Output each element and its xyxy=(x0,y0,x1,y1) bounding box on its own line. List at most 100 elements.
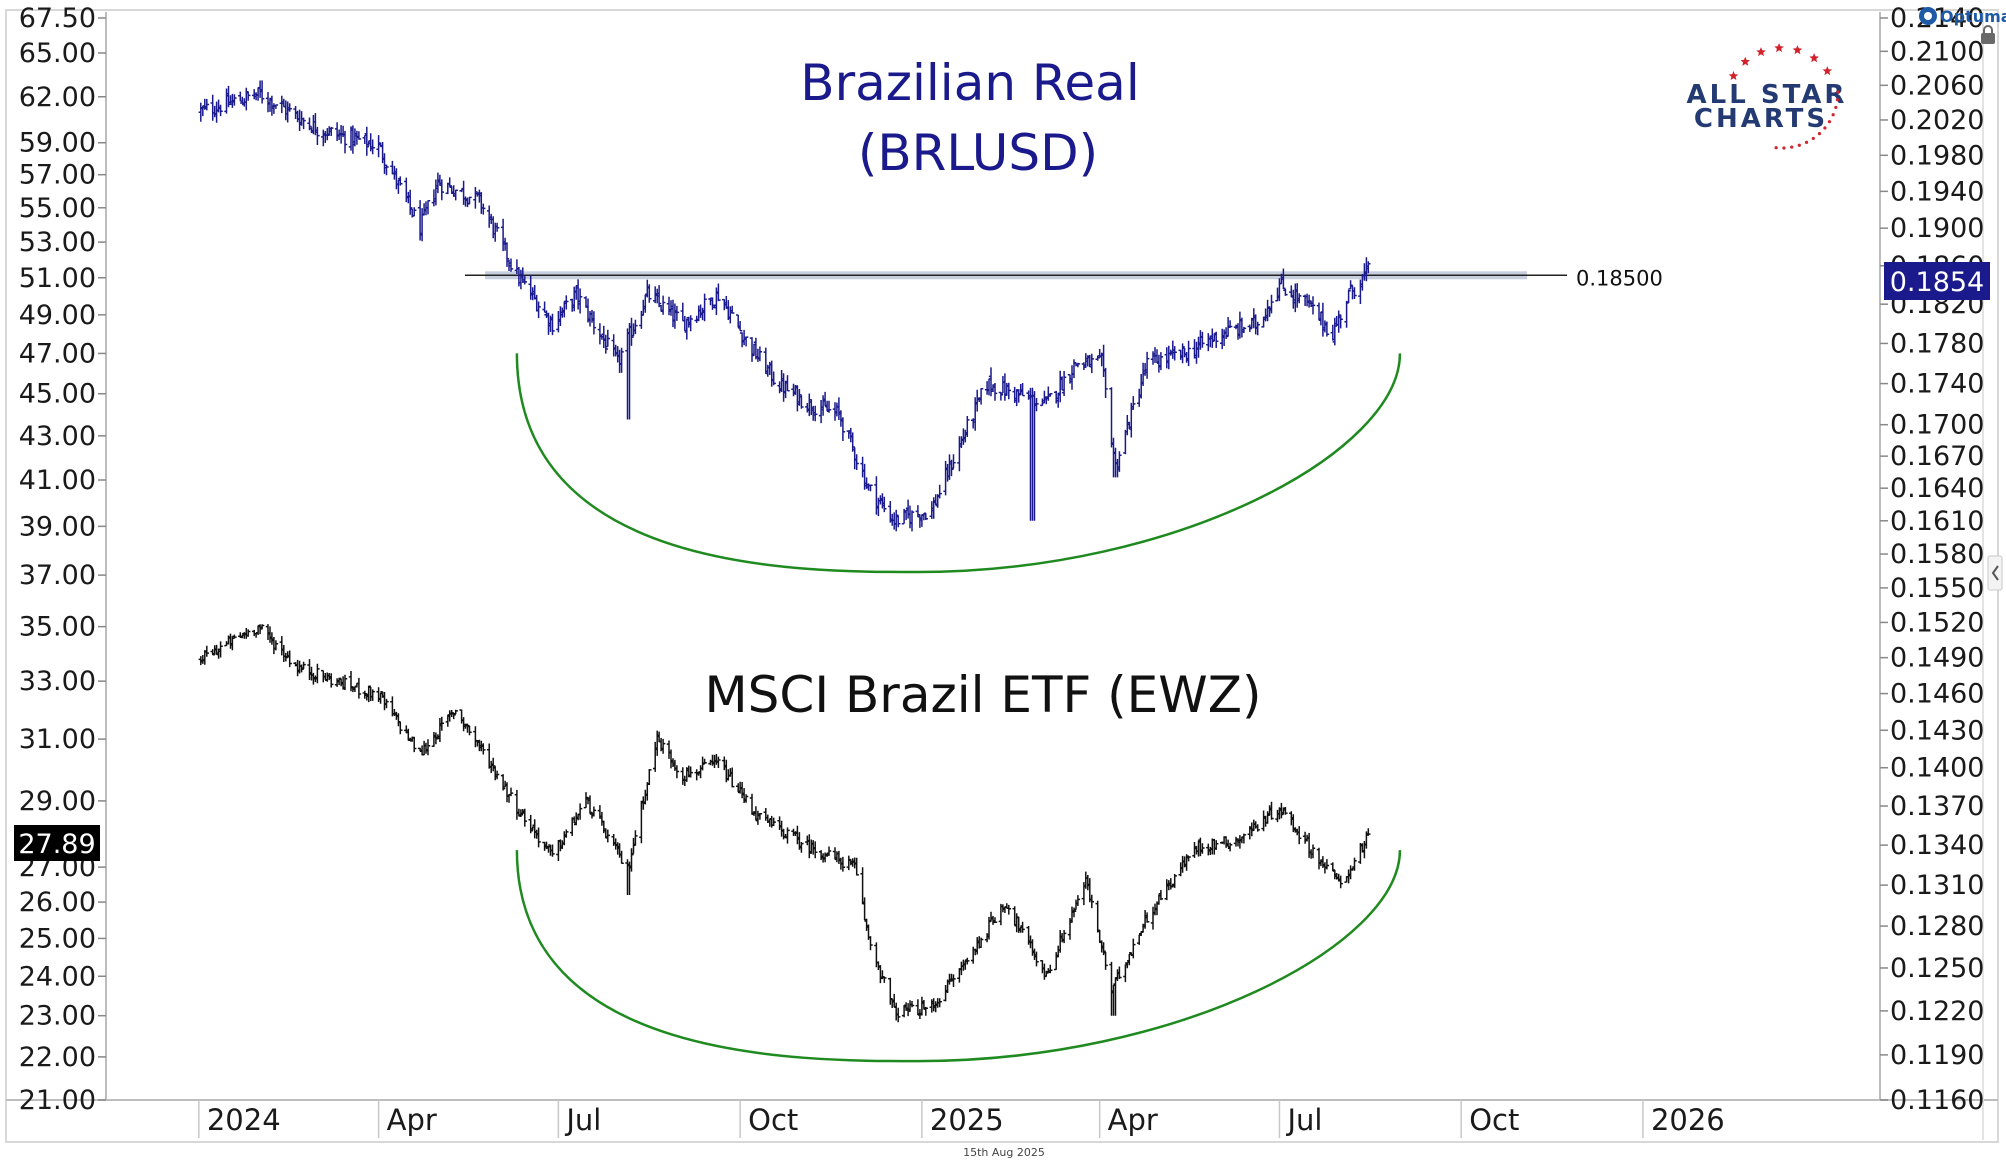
ohlc-bar xyxy=(1297,293,1302,304)
x-tick-label: 2024 xyxy=(207,1103,281,1137)
ohlc-bar xyxy=(1131,938,1136,959)
y-left-tick-label: 59.00 xyxy=(19,128,96,159)
ohlc-bar xyxy=(850,432,855,452)
y-left-tick-label: 25.00 xyxy=(19,923,96,954)
y-left-tick-label: 67.50 xyxy=(19,3,96,34)
ohlc-bar xyxy=(522,276,527,285)
logo-dot xyxy=(1823,126,1827,130)
brl-title: Brazilian Real xyxy=(800,54,1139,112)
ohlc-bar xyxy=(965,957,970,965)
ohlc-bar xyxy=(218,641,223,658)
y-left-tick-label: 23.00 xyxy=(19,1001,96,1032)
ohlc-bar xyxy=(536,827,541,848)
ohlc-bar xyxy=(1144,912,1150,923)
ohlc-bar xyxy=(1338,875,1343,889)
ohlc-bar xyxy=(978,388,984,405)
x-tick-label: Apr xyxy=(387,1103,437,1137)
y-right-tick-label: 0.1610 xyxy=(1890,506,1984,537)
ohlc-bar xyxy=(425,739,431,756)
ohlc-bar xyxy=(647,769,652,786)
logo-dot xyxy=(1790,145,1794,149)
ohlc-bar xyxy=(1241,326,1247,333)
ohlc-bar xyxy=(591,806,597,817)
ohlc-bar xyxy=(273,104,279,109)
x-tick-label: Apr xyxy=(1108,1103,1158,1137)
y-right-tick-label: 0.1250 xyxy=(1890,953,1984,984)
x-tick-label: Jul xyxy=(564,1103,601,1137)
star-icon xyxy=(1792,45,1803,55)
ohlc-bar xyxy=(923,1006,928,1016)
ohlc-bar xyxy=(1095,355,1100,361)
ohlc-bar xyxy=(439,179,444,201)
ohlc-bar xyxy=(716,756,721,768)
ohlc-bar xyxy=(246,629,251,637)
ohlc-bar xyxy=(605,829,610,843)
ohlc-bar xyxy=(550,313,555,336)
logo-dot xyxy=(1782,146,1786,150)
ohlc-bar xyxy=(425,199,431,215)
y-left-tick-label: 55.00 xyxy=(19,193,96,224)
ohlc-bar xyxy=(1006,904,1011,915)
ohlc-bar xyxy=(1075,895,1081,906)
collapse-handle[interactable] xyxy=(1987,555,2003,591)
ohlc-bar xyxy=(1214,840,1219,850)
ohlc-bar xyxy=(909,1001,915,1008)
ohlc-bar xyxy=(730,767,735,788)
ohlc-bar xyxy=(1186,340,1191,367)
ohlc-bar xyxy=(550,844,555,857)
ohlc-bar xyxy=(1117,451,1122,472)
ohlc-bar xyxy=(577,288,583,314)
ohlc-bar xyxy=(882,976,887,983)
ohlc-bar xyxy=(896,1007,901,1023)
y-right-tick-label: 0.1340 xyxy=(1890,830,1984,861)
ohlc-bar xyxy=(702,758,707,765)
ohlc-bar xyxy=(246,90,251,101)
y-left-tick-label: 41.00 xyxy=(19,465,96,496)
logo-dot xyxy=(1835,98,1840,102)
ohlc-bar xyxy=(1310,296,1316,315)
ohlc-bar xyxy=(1338,314,1343,329)
ohlc-bar xyxy=(301,117,306,130)
y-left-tick-label: 35.00 xyxy=(19,612,96,643)
y-left-tick-label: 45.00 xyxy=(19,379,96,410)
ohlc-bar xyxy=(301,661,306,669)
ohlc-bar xyxy=(481,203,486,215)
y-left-tick-label: 26.00 xyxy=(19,887,96,918)
ohlc-bar xyxy=(1297,826,1302,845)
ohlc-bar xyxy=(785,827,790,844)
ohlc-bar xyxy=(467,196,472,205)
ohlc-bar xyxy=(467,725,472,736)
ohlc-bar xyxy=(1061,930,1067,944)
ohlc-bar xyxy=(1200,331,1205,348)
ewz-last-value: 27.89 xyxy=(18,829,95,860)
ohlc-bar xyxy=(674,765,680,779)
ohlc-bar xyxy=(1172,346,1177,361)
ohlc-bar xyxy=(888,977,893,1005)
ohlc-bar xyxy=(1200,843,1205,854)
ohlc-bar xyxy=(978,937,984,949)
x-tick-label: Oct xyxy=(748,1103,798,1137)
lock-icon[interactable] xyxy=(1981,25,1995,44)
ohlc-bar xyxy=(1131,396,1136,410)
ohlc-bar xyxy=(826,846,832,856)
y-left-tick-label: 53.00 xyxy=(19,227,96,258)
ohlc-bar xyxy=(370,689,375,701)
ohlc-bar xyxy=(629,317,634,346)
y-right-tick-label: 0.1640 xyxy=(1890,473,1984,504)
ohlc-bar xyxy=(743,336,749,347)
ohlc-bar xyxy=(1269,294,1274,314)
ohlc-bar xyxy=(951,454,956,469)
ohlc-bar xyxy=(965,416,970,437)
ohlc-bar xyxy=(619,347,624,373)
ohlc-bar xyxy=(1158,890,1164,901)
ohlc-bar xyxy=(1180,343,1185,364)
ohlc-bar xyxy=(813,841,818,859)
ohlc-bar xyxy=(771,817,776,827)
y-right-tick-label: 0.2100 xyxy=(1890,36,1984,67)
ohlc-bar xyxy=(398,721,403,735)
y-left-tick-label: 51.00 xyxy=(19,263,96,294)
ohlc-bar xyxy=(633,319,638,335)
ohlc-bar xyxy=(1034,398,1039,412)
ohlc-bar xyxy=(605,329,610,348)
y-right-tick-label: 0.1160 xyxy=(1890,1085,1984,1116)
